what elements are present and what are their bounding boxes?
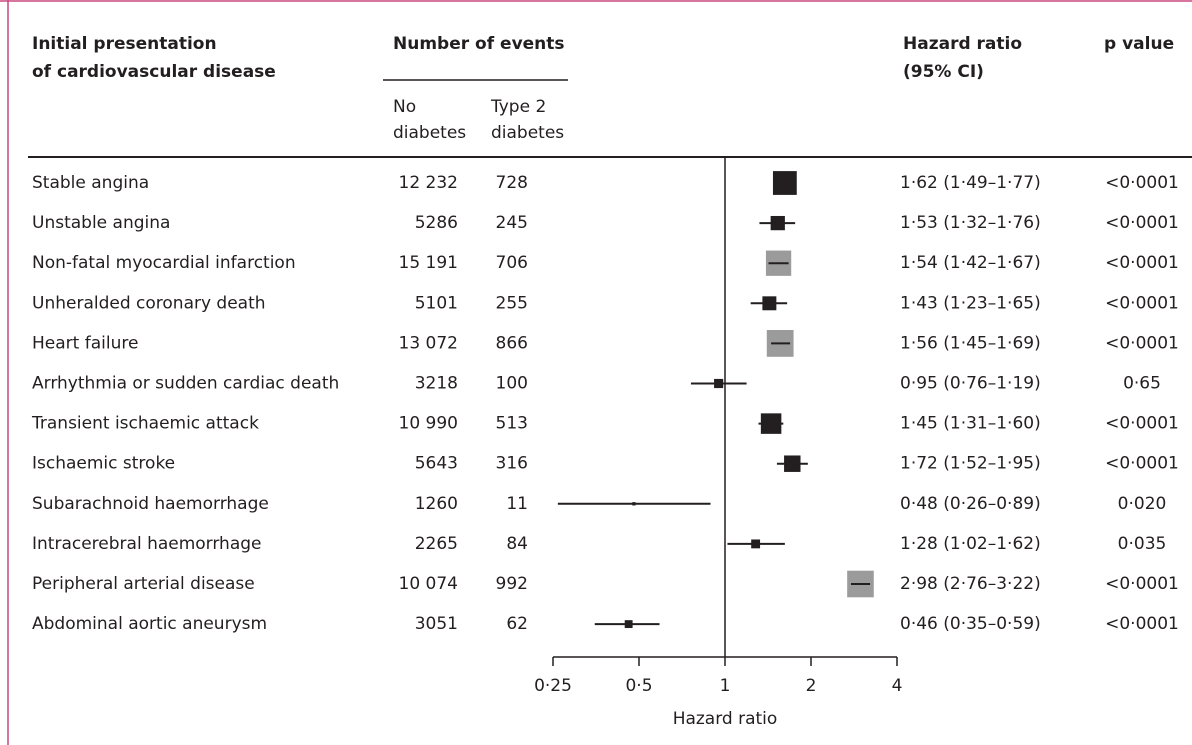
hr-label: 0·48 (0·26–0·89)	[900, 494, 1041, 514]
p-value: <0·0001	[1105, 333, 1179, 353]
events-no-diabetes: 2265	[415, 534, 458, 554]
p-value: <0·0001	[1105, 574, 1179, 594]
events-no-diabetes: 10 990	[399, 414, 458, 434]
events-no-diabetes: 3051	[415, 614, 458, 634]
p-value: 0·020	[1118, 494, 1167, 514]
events-no-diabetes: 12 232	[399, 173, 458, 193]
row-name: Arrhythmia or sudden cardiac death	[32, 374, 339, 394]
row-name: Heart failure	[32, 333, 138, 353]
events-type2: 11	[506, 494, 528, 514]
row-name: Unheralded coronary death	[32, 293, 266, 313]
events-no-diabetes: 5643	[415, 454, 458, 474]
p-value: <0·0001	[1105, 414, 1179, 434]
events-no-diabetes: 5286	[415, 213, 458, 233]
events-type2: 245	[496, 213, 528, 233]
row-name: Stable angina	[32, 173, 149, 193]
hr-label: 2·98 (2·76–3·22)	[900, 574, 1041, 594]
x-tick-label: 1	[720, 676, 731, 696]
x-tick-label: 4	[892, 676, 903, 696]
hr-label: 1·72 (1·52–1·95)	[900, 454, 1041, 474]
row-name: Abdominal aortic aneurysm	[32, 614, 267, 634]
x-tick-label: 0·5	[625, 676, 652, 696]
events-type2: 84	[506, 534, 528, 554]
events-type2: 255	[496, 293, 528, 313]
header-type2: diabetes	[491, 123, 564, 143]
events-type2: 62	[506, 614, 528, 634]
header-name: of cardiovascular disease	[32, 62, 276, 82]
row-name: Non-fatal myocardial infarction	[32, 253, 296, 273]
events-no-diabetes: 15 191	[399, 253, 458, 273]
events-type2: 316	[496, 454, 528, 474]
header-no-diabetes: diabetes	[393, 123, 466, 143]
events-type2: 866	[496, 333, 528, 353]
row-name: Subarachnoid haemorrhage	[32, 494, 269, 514]
header-no-diabetes: No	[393, 97, 416, 117]
hr-label: 1·56 (1·45–1·69)	[900, 333, 1041, 353]
hr-label: 0·46 (0·35–0·59)	[900, 614, 1041, 634]
p-value: <0·0001	[1105, 454, 1179, 474]
header-type2: Type 2	[490, 97, 546, 117]
header-hr: (95% CI)	[903, 62, 984, 82]
x-tick-label: 2	[806, 676, 817, 696]
events-type2: 513	[496, 414, 528, 434]
hr-label: 1·43 (1·23–1·65)	[900, 293, 1041, 313]
row-name: Transient ischaemic attack	[31, 414, 259, 434]
p-value: <0·0001	[1105, 253, 1179, 273]
x-tick-label: 0·25	[534, 676, 572, 696]
hr-label: 1·45 (1·31–1·60)	[900, 414, 1041, 434]
hr-label: 1·28 (1·02–1·62)	[900, 534, 1041, 554]
events-no-diabetes: 10 074	[399, 574, 458, 594]
events-no-diabetes: 13 072	[399, 333, 458, 353]
events-no-diabetes: 3218	[415, 374, 458, 394]
hr-label: 0·95 (0·76–1·19)	[900, 374, 1041, 394]
p-value: <0·0001	[1105, 614, 1179, 634]
p-value: 0·035	[1118, 534, 1167, 554]
p-value: 0·65	[1123, 374, 1161, 394]
hr-label: 1·62 (1·49–1·77)	[900, 173, 1041, 193]
row-name: Peripheral arterial disease	[32, 574, 255, 594]
x-axis-label: Hazard ratio	[673, 709, 778, 729]
p-value: <0·0001	[1105, 293, 1179, 313]
header-p: p value	[1104, 34, 1174, 54]
row-name: Intracerebral haemorrhage	[32, 534, 262, 554]
hr-label: 1·54 (1·42–1·67)	[900, 253, 1041, 273]
p-value: <0·0001	[1105, 213, 1179, 233]
events-type2: 100	[496, 374, 528, 394]
events-type2: 992	[496, 574, 528, 594]
header-events: Number of events	[393, 34, 565, 54]
row-name: Unstable angina	[32, 213, 170, 233]
events-no-diabetes: 1260	[415, 494, 458, 514]
events-type2: 706	[496, 253, 528, 273]
header-hr: Hazard ratio	[903, 34, 1022, 54]
p-value: <0·0001	[1105, 173, 1179, 193]
row-name: Ischaemic stroke	[32, 454, 175, 474]
events-no-diabetes: 5101	[415, 293, 458, 313]
events-type2: 728	[496, 173, 528, 193]
hr-label: 1·53 (1·32–1·76)	[900, 213, 1041, 233]
header-name: Initial presentation	[32, 34, 217, 54]
